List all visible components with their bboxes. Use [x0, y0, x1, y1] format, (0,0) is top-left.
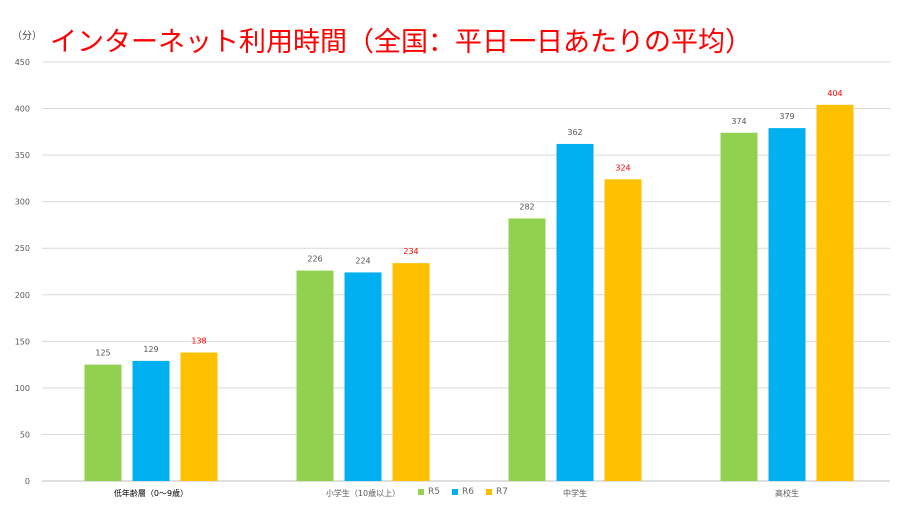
data-label: 224: [355, 256, 370, 265]
bar-r7-2: [604, 179, 642, 481]
y-axis-unit-label: （分）: [12, 31, 42, 42]
legend-label: R7: [495, 487, 508, 497]
bar-r5-1: [296, 270, 334, 481]
y-tick-label: 400: [15, 105, 30, 114]
x-tick-label: 中学生: [563, 488, 587, 498]
legend-label: R5: [428, 487, 440, 497]
data-label: 324: [615, 163, 630, 172]
legend: R5 R6 R7: [418, 487, 508, 497]
data-label: 282: [519, 202, 534, 211]
y-tick-label: 200: [15, 291, 30, 300]
bar-r6-2: [556, 143, 594, 481]
data-label: 379: [779, 112, 794, 121]
legend-swatch: [451, 489, 458, 495]
data-label: 125: [95, 349, 110, 358]
legend-swatch: [418, 489, 424, 495]
x-tick-label: 低年齢層（0〜9歳）: [114, 488, 188, 498]
data-label: 129: [143, 345, 158, 354]
data-label: 404: [827, 89, 842, 98]
y-tick-label: 450: [15, 58, 30, 67]
y-tick-label: 100: [15, 384, 30, 393]
bar-r5-0: [84, 364, 122, 481]
bar-r7-1: [392, 263, 430, 481]
y-tick-label: 300: [15, 198, 30, 207]
data-label: 362: [567, 128, 582, 137]
y-tick-label: 350: [15, 151, 30, 160]
bar-r6-1: [344, 272, 382, 481]
bar-series: 125 129 138 226 224 234 282 362 324 374 379 404: [84, 89, 854, 481]
data-label: 138: [191, 337, 206, 346]
bar-r5-2: [508, 218, 546, 481]
bar-r5-3: [720, 132, 758, 481]
x-axis: 低年齢層（0〜9歳） 小学生（10歳以上） 中学生 高校生: [114, 488, 799, 498]
y-tick-label: 150: [15, 337, 30, 346]
chart-title: インターネット利用時間（全国：平日一日あたりの平均）: [50, 27, 752, 58]
bar-r7-3: [816, 104, 854, 481]
data-label: 374: [731, 117, 746, 126]
legend-swatch: [485, 489, 492, 495]
legend-item-r7: R7: [485, 487, 508, 497]
bar-r6-3: [768, 128, 806, 481]
data-label: 234: [403, 247, 418, 256]
y-tick-label: 0: [25, 477, 30, 486]
legend-item-r5: R5: [418, 487, 440, 497]
x-tick-label: 高校生: [775, 488, 799, 498]
bar-r7-0: [180, 352, 218, 481]
y-tick-label: 250: [15, 244, 30, 253]
y-axis: 0 50 100 150 200 250 300 350 400 450: [15, 58, 30, 486]
legend-item-r6: R6: [451, 487, 474, 497]
data-label: 226: [307, 255, 322, 264]
legend-label: R6: [461, 487, 474, 497]
x-tick-label: 小学生（10歳以上）: [326, 488, 400, 498]
bar-r6-0: [132, 360, 170, 481]
y-tick-label: 50: [20, 430, 30, 439]
